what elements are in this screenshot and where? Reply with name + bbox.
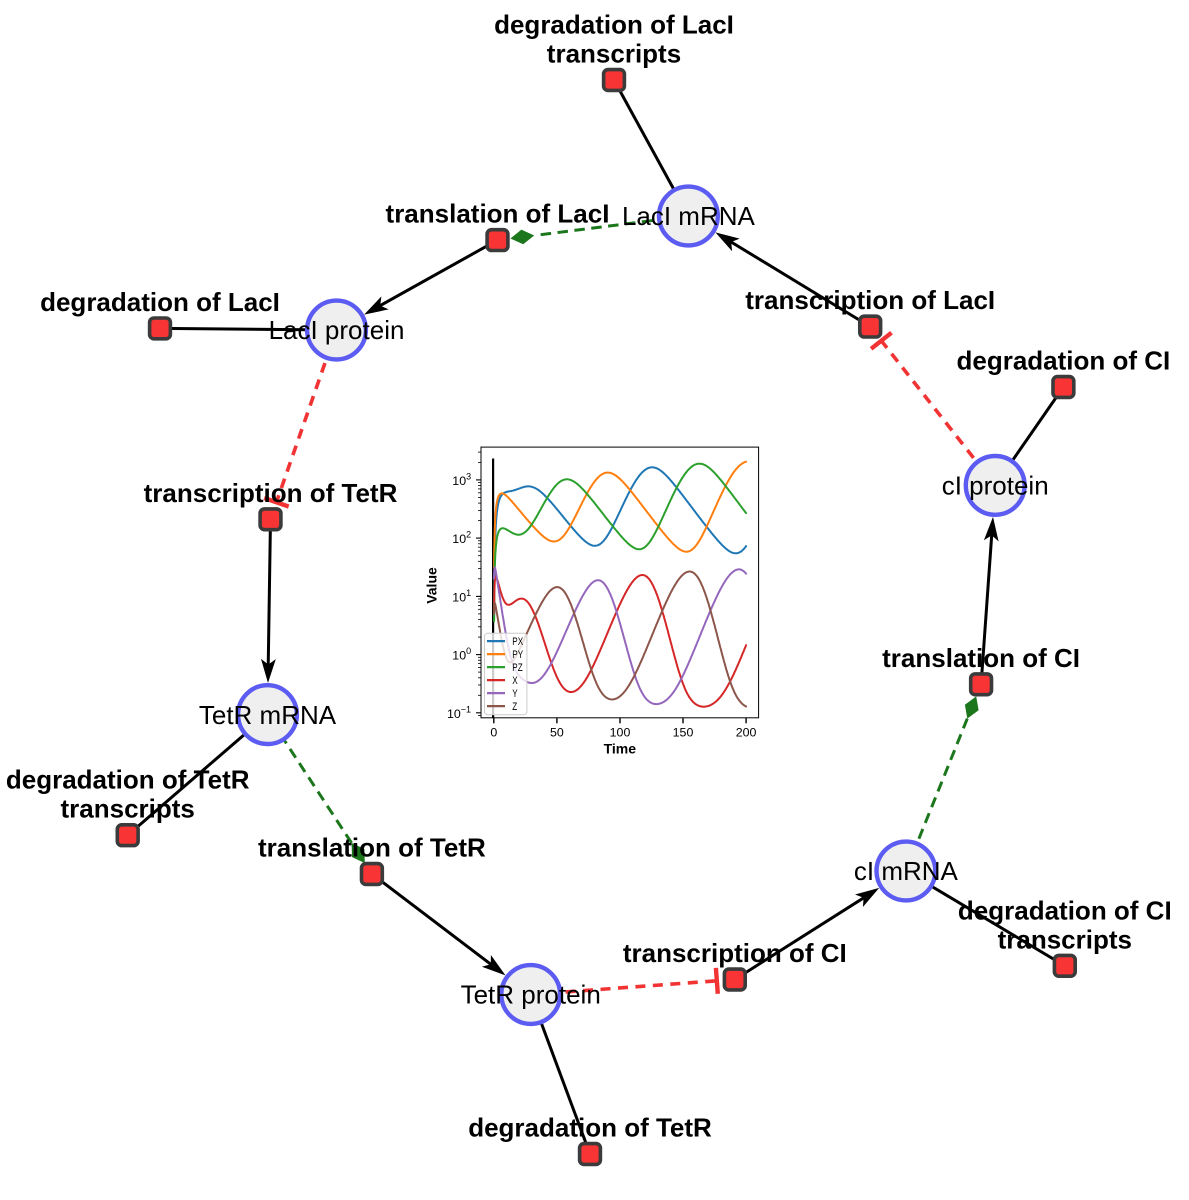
svg-text:LacI mRNA: LacI mRNA <box>622 201 756 231</box>
svg-text:translation of CI: translation of CI <box>882 643 1080 673</box>
svg-text:50: 50 <box>550 726 564 740</box>
svg-text:transcripts: transcripts <box>998 924 1132 954</box>
svg-text:150: 150 <box>673 726 694 740</box>
svg-text:0: 0 <box>490 726 497 740</box>
svg-text:PZ: PZ <box>512 662 522 675</box>
svg-text:Value: Value <box>424 567 440 604</box>
svg-text:degradation of CI: degradation of CI <box>958 895 1172 925</box>
svg-text:LacI protein: LacI protein <box>269 315 405 345</box>
svg-text:200: 200 <box>736 726 757 740</box>
svg-text:degradation of TetR: degradation of TetR <box>468 1113 712 1143</box>
svg-text:translation of LacI: translation of LacI <box>386 199 610 229</box>
svg-text:degradation of LacI: degradation of LacI <box>40 287 280 317</box>
svg-text:100: 100 <box>610 726 631 740</box>
svg-text:Z: Z <box>512 701 517 714</box>
svg-text:cI mRNA: cI mRNA <box>854 856 959 886</box>
svg-text:transcription of TetR: transcription of TetR <box>144 478 398 508</box>
svg-text:transcripts: transcripts <box>61 794 195 824</box>
svg-text:translation of TetR: translation of TetR <box>258 833 486 863</box>
svg-text:X: X <box>512 675 518 688</box>
svg-text:TetR protein: TetR protein <box>461 980 601 1010</box>
svg-text:transcription of LacI: transcription of LacI <box>745 285 995 315</box>
svg-text:PX: PX <box>512 636 523 649</box>
svg-text:Y: Y <box>512 688 518 701</box>
svg-text:transcription of CI: transcription of CI <box>623 938 847 968</box>
svg-text:degradation of LacI: degradation of LacI <box>494 10 734 40</box>
svg-text:degradation of TetR: degradation of TetR <box>6 765 250 795</box>
svg-text:transcripts: transcripts <box>547 39 681 69</box>
svg-text:degradation of CI: degradation of CI <box>957 346 1171 376</box>
svg-text:cI protein: cI protein <box>942 471 1049 501</box>
svg-text:Time: Time <box>604 741 637 757</box>
svg-text:TetR mRNA: TetR mRNA <box>199 700 337 730</box>
svg-text:PY: PY <box>512 649 523 662</box>
